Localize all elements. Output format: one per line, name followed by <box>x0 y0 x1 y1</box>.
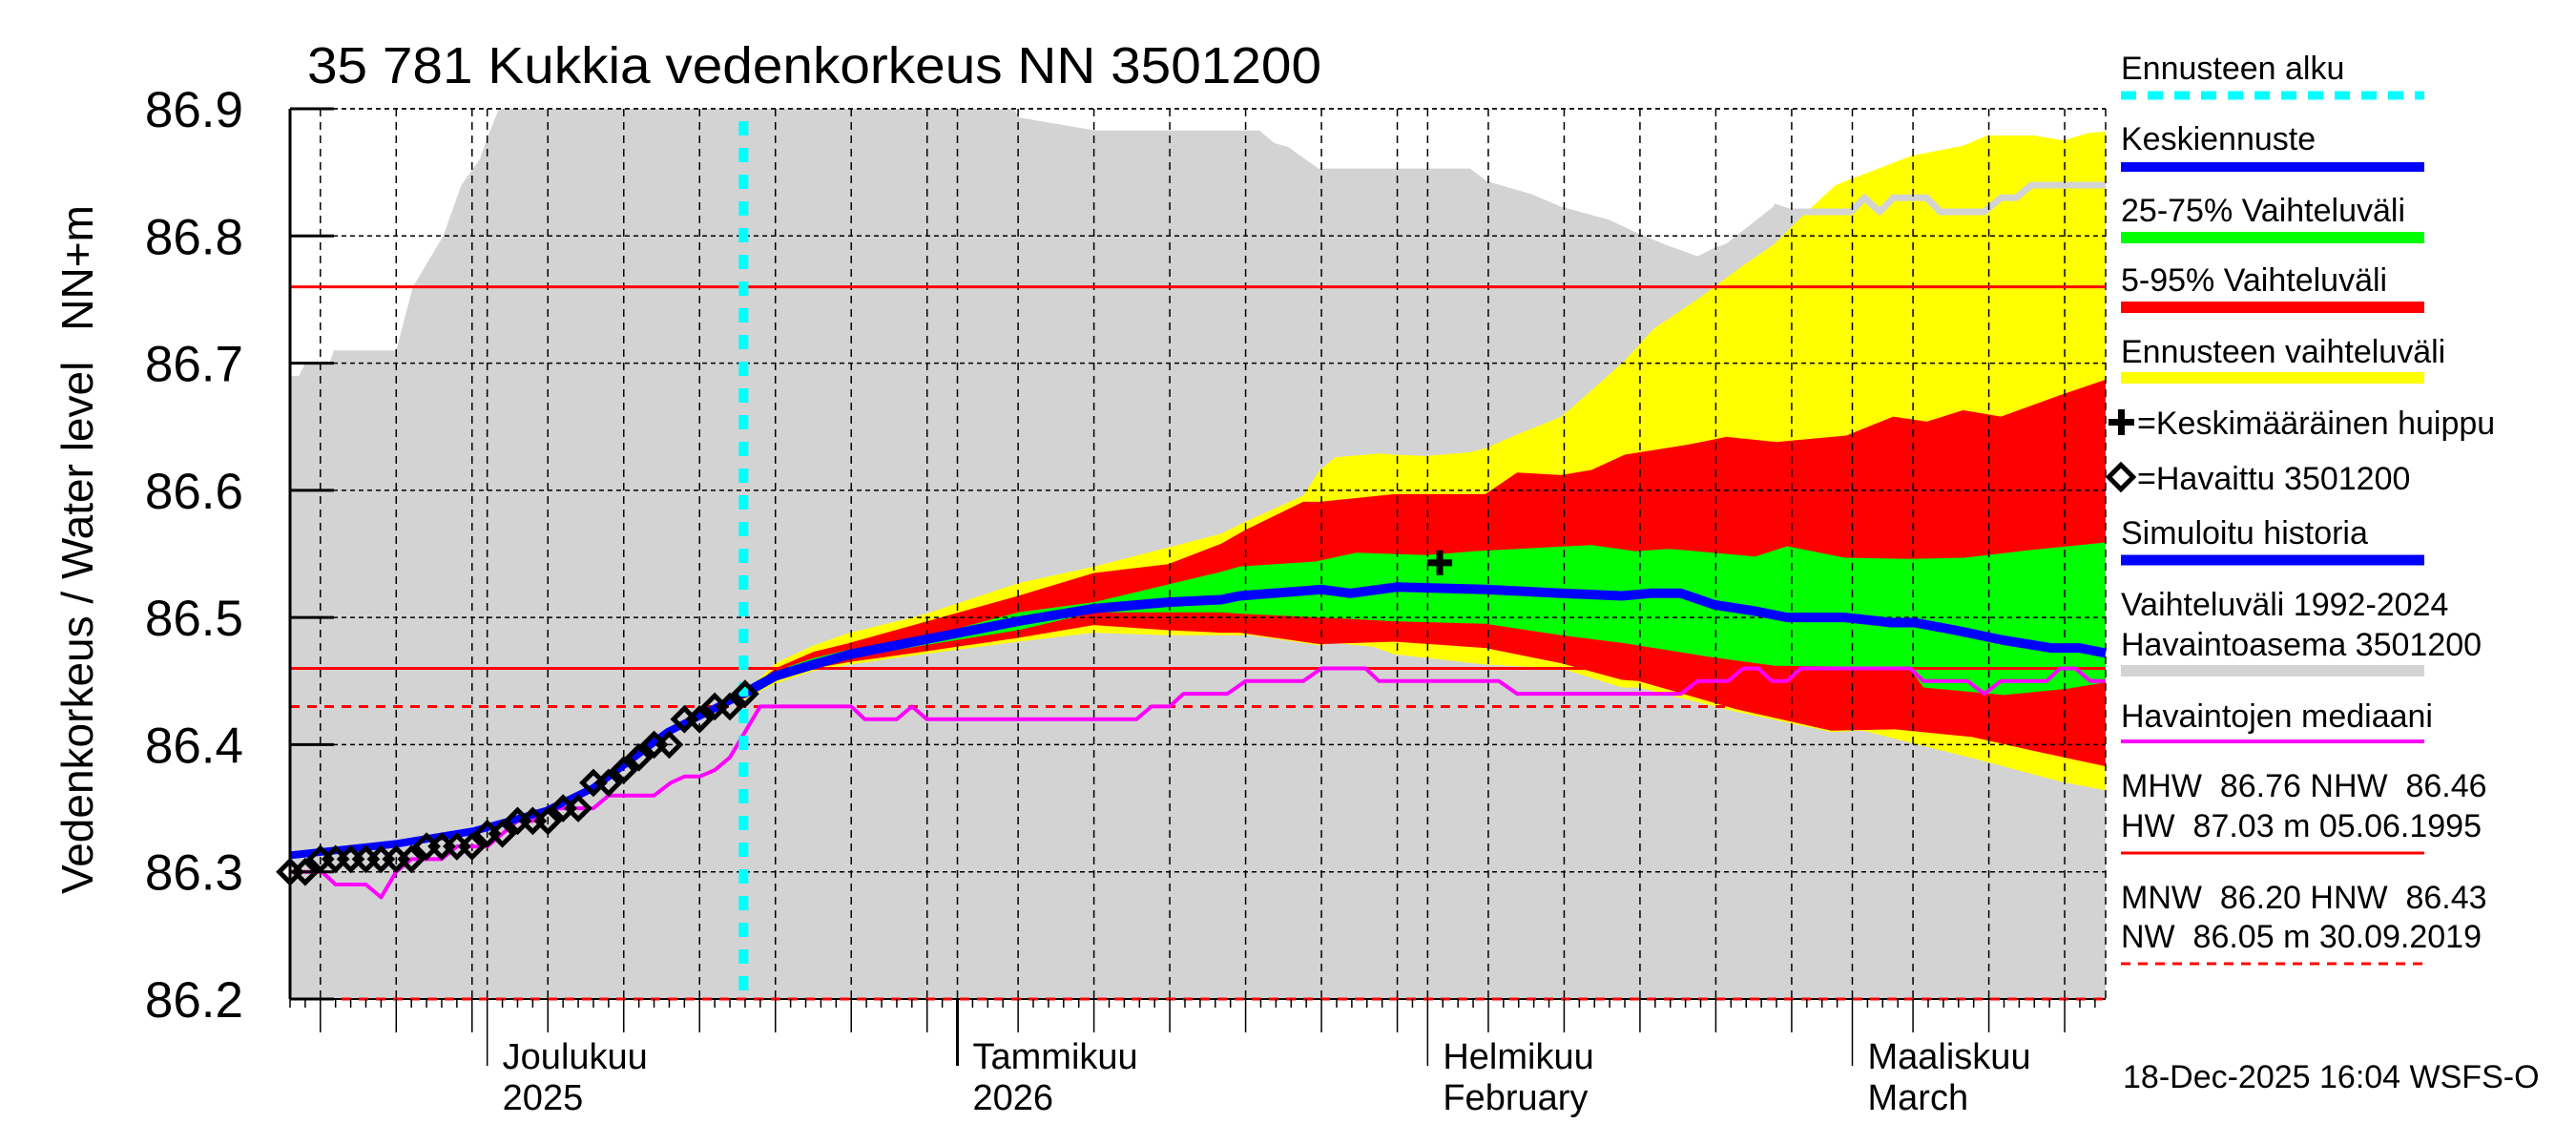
historic-max-line <box>1772 181 2106 216</box>
observed-point <box>700 692 729 721</box>
observed-point <box>321 844 350 874</box>
mean-peak-marker <box>1427 550 1453 575</box>
x-month-sublabel: 2025 <box>503 1078 584 1118</box>
x-month-labels: Joulukuu 2025 Tammikuu 2026 Helmikuu Feb… <box>503 1037 2031 1118</box>
observed-point <box>412 832 441 861</box>
x-month-sublabel: March <box>1868 1078 1969 1118</box>
legend-forecast-range: Ennusteen vaihteluväli <box>2121 334 2445 370</box>
observed-point <box>716 692 744 721</box>
legend-band-5-95: 5-95% Vaihteluväli <box>2121 262 2387 299</box>
y-tick-label: 86.4 <box>145 718 243 774</box>
observed-point <box>654 730 684 760</box>
observed-point <box>579 768 608 798</box>
observed-point <box>594 768 623 798</box>
mean-peak-vbar <box>1436 550 1444 575</box>
x-month-sublabel: 2026 <box>973 1078 1054 1118</box>
x-month-sublabel: February <box>1443 1078 1588 1118</box>
timestamp-footer: 18-Dec-2025 16:04 WSFS-O <box>2123 1059 2540 1095</box>
y-tick-label: 86.3 <box>145 845 243 902</box>
observed-point <box>518 806 548 836</box>
legend-historic-range-period: Vaihteluväli 1992-2024 <box>2121 587 2448 623</box>
x-month-label: Maaliskuu <box>1868 1037 2031 1077</box>
y-tick-labels: 86.2 86.3 86.4 86.5 86.6 86.7 86.8 86.9 <box>145 82 243 1029</box>
y-tick-label: 86.2 <box>145 972 243 1029</box>
y-axis-title: Vedenkorkeus / Water level NN+m <box>52 205 102 894</box>
y-tick-label: 86.9 <box>145 82 243 138</box>
legend-diamond-icon <box>2105 461 2137 493</box>
legend-simulated: Simuloitu historia <box>2121 515 2368 552</box>
observed-point <box>670 704 699 734</box>
observed-point <box>472 819 502 848</box>
observed-point <box>731 679 759 708</box>
x-month-label: Helmikuu <box>1443 1037 1593 1077</box>
observed-point <box>305 844 335 874</box>
observed-point <box>443 832 471 861</box>
observed-point <box>291 857 320 886</box>
legend-low-stats: MNW 86.20 HNW 86.43 <box>2121 880 2487 916</box>
plot-area <box>290 109 2106 999</box>
observed-point <box>549 794 578 822</box>
legend-high-stats: MHW 86.76 NHW 86.46 <box>2121 768 2487 804</box>
observed-point <box>533 806 563 836</box>
observed-point <box>382 844 411 874</box>
observed-point <box>639 730 669 760</box>
legend-obs-median: Havaintojen mediaani <box>2121 698 2433 735</box>
observed-point <box>276 857 304 886</box>
legend-band-25-75: 25-75% Vaihteluväli <box>2121 193 2405 229</box>
observed-point <box>397 844 426 874</box>
y-axis-unit: NN+m <box>52 205 102 331</box>
x-month-label: Joulukuu <box>503 1037 648 1077</box>
band-25-75 <box>743 542 2106 698</box>
legend-historic-range-station: Havaintoasema 3501200 <box>2121 627 2482 663</box>
chart-title: 35 781 Kukkia vedenkorkeus NN 3501200 <box>307 37 1321 94</box>
x-month-label: Tammikuu <box>973 1037 1138 1077</box>
observed-point <box>503 806 532 836</box>
y-tick-label: 86.8 <box>145 209 243 265</box>
legend-forecast-start: Ennusteen alku <box>2121 51 2344 87</box>
observed-point <box>457 832 487 861</box>
observed-point <box>609 756 638 784</box>
observed-point <box>488 819 517 848</box>
observed-point <box>366 844 396 874</box>
y-tick-label: 86.5 <box>145 591 243 647</box>
legend-observed: =Havaittu 3501200 <box>2137 461 2410 497</box>
y-axis-label: Vedenkorkeus / Water level <box>52 362 102 894</box>
observed-point <box>351 844 381 874</box>
observed-point <box>336 844 365 874</box>
legend-mean-peak: =Keskimääräinen huippu <box>2137 406 2495 442</box>
legend-high-record: HW 87.03 m 05.06.1995 <box>2121 808 2482 844</box>
median-forecast-line <box>740 582 2107 698</box>
observed-point <box>624 742 654 772</box>
observed-point <box>685 704 715 734</box>
y-tick-label: 86.7 <box>145 337 243 393</box>
legend-low-record: NW 86.05 m 30.09.2019 <box>2121 919 2482 955</box>
y-tick-label: 86.6 <box>145 464 243 520</box>
legend: Ennusteen alku Keskiennuste 25-75% Vaiht… <box>2105 51 2495 966</box>
legend-median-forecast: Keskiennuste <box>2121 121 2316 157</box>
legend-plus-icon <box>2109 409 2134 435</box>
axes <box>276 107 2107 1066</box>
observed-point <box>427 832 456 861</box>
observed-point <box>564 794 592 822</box>
